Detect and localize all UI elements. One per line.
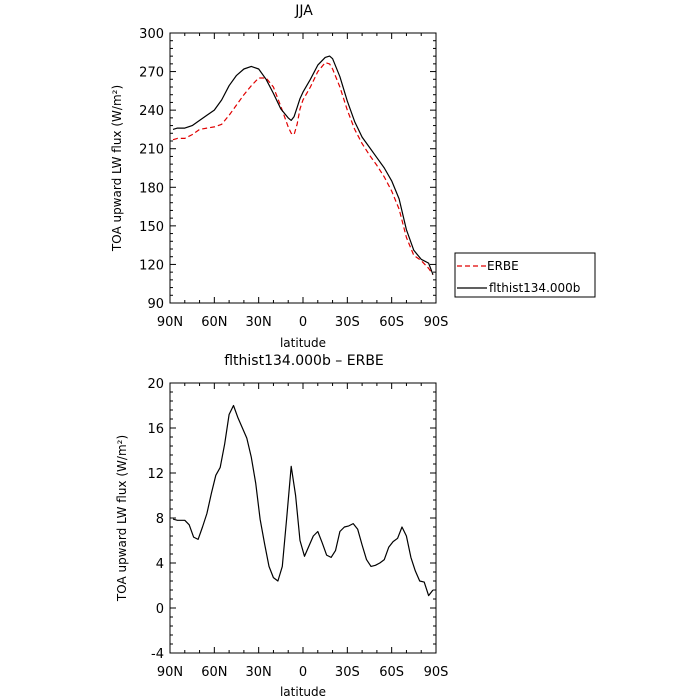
bottom-xtick-label: 30S	[335, 665, 360, 680]
bottom-ytick-label: 4	[156, 557, 164, 572]
top-panel-series	[172, 55, 434, 276]
bottom-panel-difference-chart: flthist134.000b – ERBE -4 0 4 8 12 16 20 90N 60N…	[115, 353, 448, 699]
top-xtick-label: 60S	[379, 315, 404, 330]
top-panel-ticks: 90 120 150 180 210 240 270 300 90N 60N 30N 0 30S 60S 9…	[139, 27, 448, 330]
bottom-series-difference-line	[172, 404, 434, 597]
bottom-panel-series	[172, 404, 434, 597]
legend-erbe-label: ERBE	[487, 259, 519, 273]
top-series-erbe-line	[172, 61, 434, 276]
top-ytick-label: 90	[147, 297, 164, 312]
top-ytick-label: 120	[139, 258, 164, 273]
top-panel-ylabel: TOA upward LW flux (W/m²)	[110, 85, 124, 252]
bottom-panel-xlabel: latitude	[280, 685, 326, 699]
top-ytick-label: 270	[139, 66, 164, 81]
legend-box	[454, 252, 596, 298]
top-panel-flux-chart: JJA 90 120 150 180 210 240 270 300 90N 60N 30N 0 30S…	[110, 3, 596, 350]
top-xtick-label: 30N	[246, 315, 272, 330]
bottom-xtick-label: 30N	[246, 665, 272, 680]
bottom-xtick-label: 90N	[157, 665, 183, 680]
top-xtick-label: 60N	[201, 315, 227, 330]
top-panel-frame	[169, 32, 437, 304]
legend-model-label: flthist134.000b	[489, 281, 580, 295]
top-ytick-label: 210	[139, 143, 164, 158]
bottom-ytick-label: 8	[156, 512, 164, 527]
bottom-ytick-label: 12	[147, 467, 164, 482]
bottom-xtick-label: 60N	[201, 665, 227, 680]
top-series-flthist134-000b-line	[172, 55, 434, 275]
top-ytick-label: 240	[139, 104, 164, 119]
top-ytick-label: 150	[139, 220, 164, 235]
bottom-ytick-label: 20	[147, 377, 164, 392]
top-ytick-label: 180	[139, 181, 164, 196]
bottom-xtick-label: 0	[299, 665, 307, 680]
top-xtick-label: 90N	[157, 315, 183, 330]
top-panel-title: JJA	[294, 3, 313, 19]
bottom-xtick-label: 90S	[424, 665, 449, 680]
top-xtick-label: 90S	[424, 315, 449, 330]
legend: ERBE flthist134.000b	[454, 252, 596, 298]
bottom-panel-ylabel: TOA upward LW flux (W/m²)	[115, 435, 129, 602]
bottom-ytick-label: -4	[151, 647, 164, 662]
bottom-panel-frame	[169, 382, 437, 654]
bottom-ytick-label: 16	[147, 422, 164, 437]
bottom-xtick-label: 60S	[379, 665, 404, 680]
bottom-ytick-label: 0	[156, 602, 164, 617]
bottom-panel-title: flthist134.000b – ERBE	[224, 353, 384, 369]
top-xtick-label: 30S	[335, 315, 360, 330]
top-ytick-label: 300	[139, 27, 164, 42]
top-panel-xlabel: latitude	[280, 336, 326, 350]
top-xtick-label: 0	[299, 315, 307, 330]
